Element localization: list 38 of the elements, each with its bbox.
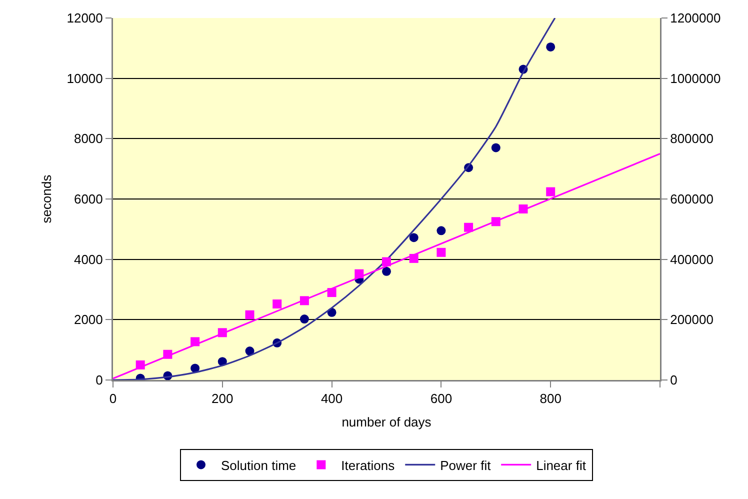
y2-tick-label: 1200000 (670, 10, 721, 26)
legend-label: Solution time (221, 458, 296, 473)
y2-tick-label: 400000 (670, 252, 714, 267)
point (464, 222, 474, 232)
point (491, 143, 500, 152)
y-tick-label: 12000 (66, 10, 103, 26)
legend-label: Linear fit (536, 458, 586, 473)
y-tick-label: 6000 (74, 192, 103, 207)
y2-tick-label: 0 (670, 372, 678, 388)
legend-label: Iterations (341, 458, 396, 473)
point (409, 233, 418, 242)
point (272, 299, 282, 308)
y-tick-label: 2000 (74, 312, 103, 328)
y-tick-label: 0 (96, 372, 103, 388)
point (546, 187, 556, 196)
y2-tick-label: 800000 (670, 131, 714, 146)
y-axis-title: seconds (38, 174, 54, 224)
point (382, 266, 391, 276)
point (546, 42, 556, 52)
y-tick-label: 10000 (66, 70, 103, 86)
x-axis-title: number of days (342, 414, 432, 430)
x-tick-label: 600 (430, 391, 452, 406)
point (300, 314, 309, 324)
y-tick-label: 4000 (74, 252, 103, 267)
x-tick-label: 200 (212, 391, 234, 406)
point (436, 226, 446, 236)
y2-tick-label: 200000 (670, 312, 714, 328)
x-tick-label: 800 (540, 391, 562, 406)
legend-label: Power fit (440, 458, 492, 473)
x-tick-label: 0 (109, 391, 117, 406)
point (436, 248, 446, 257)
y-tick-label: 8000 (74, 131, 103, 146)
point (190, 364, 200, 373)
point (245, 346, 254, 356)
x-tick-label: 400 (320, 391, 343, 406)
point (245, 310, 254, 320)
y2-tick-label: 600000 (670, 192, 714, 207)
y2-tick-label: 1000000 (670, 70, 721, 86)
